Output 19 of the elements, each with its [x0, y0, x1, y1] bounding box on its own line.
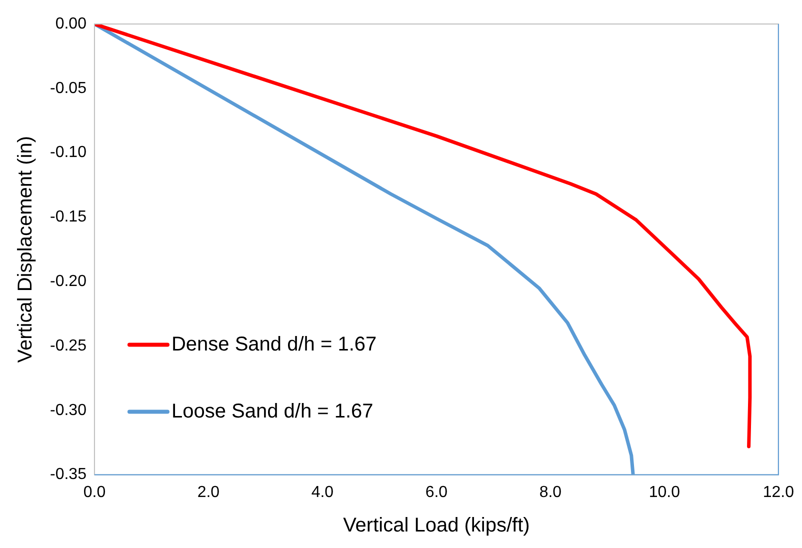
x-tick-label: 10.0	[648, 484, 680, 501]
x-tick-label: 6.0	[425, 484, 448, 501]
y-tick-label: 0.00	[55, 15, 87, 32]
y-tick-label: -0.10	[50, 144, 87, 162]
y-tick-label: -0.30	[50, 402, 87, 419]
y-tick-label: -0.05	[50, 80, 87, 97]
y-axis-title: Vertical Displacement (in)	[14, 136, 37, 363]
y-tick-label: -0.25	[50, 337, 87, 354]
x-tick-label: 12.0	[762, 484, 794, 501]
legend-label: Loose Sand d/h = 1.67	[171, 400, 374, 422]
y-tick-label: -0.20	[50, 273, 87, 290]
x-tick-label: 4.0	[311, 484, 334, 501]
x-tick-label: 0.0	[83, 484, 106, 501]
legend-label: Dense Sand d/h = 1.67	[171, 333, 377, 356]
x-axis-title: Vertical Load (kips/ft)	[343, 514, 530, 537]
y-tick-label: -0.15	[50, 208, 87, 226]
y-tick-label: -0.35	[50, 466, 87, 484]
x-tick-label: 2.0	[197, 484, 220, 501]
x-tick-label: 8.0	[539, 484, 562, 501]
